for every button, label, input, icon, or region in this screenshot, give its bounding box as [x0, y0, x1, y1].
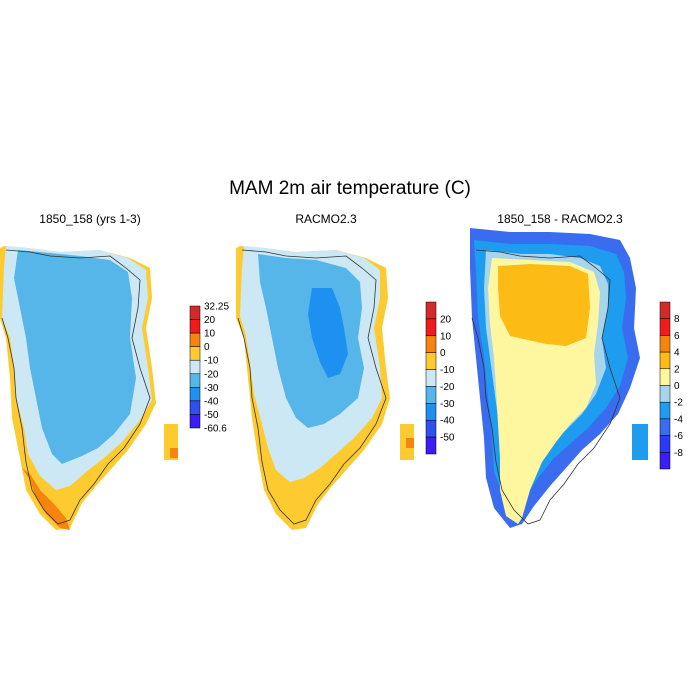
panel-difference: 1850_158 - RACMO2.3 8 6 4 2 0 -2 -4 -6 -8: [470, 208, 700, 538]
colorbar-label: -50: [440, 433, 455, 444]
colorbar-swatch: [425, 403, 437, 421]
panel-racmo: RACMO2.3 20 10 0 -10 -20 -30 -40 -50: [236, 208, 466, 538]
colorbar-swatch: [659, 401, 671, 420]
mid-ice: [258, 254, 364, 428]
coastline: [471, 249, 621, 525]
colorbar-swatch: [189, 332, 201, 347]
colorbar-label: -10: [204, 356, 219, 367]
colorbar-label: -30: [440, 399, 455, 410]
colorbar-swatch: [425, 436, 437, 455]
colorbar-label: 10: [440, 331, 452, 342]
colorbar-swatch: [189, 346, 201, 361]
colorbar-label: 10: [204, 329, 216, 340]
colorbar-label: -60.6: [204, 424, 227, 433]
colorbar-swatch: [425, 419, 437, 438]
colorbar-racmo: 20 10 0 -10 -20 -30 -40 -50: [425, 301, 455, 455]
colorbar-swatch: [659, 318, 671, 336]
colorbar-swatch: [189, 319, 201, 334]
coastline: [1, 249, 151, 525]
colorbar-swatch: [659, 351, 671, 370]
colorbar-swatch: [659, 435, 671, 453]
colorbar-difference: 8 6 4 2 0 -2 -4 -6 -8: [659, 301, 683, 470]
greenland-map-model: [0, 246, 178, 530]
colorbar-swatch: [659, 385, 671, 403]
colorbar-swatch: [189, 305, 201, 320]
panel-title: 1850_158 - RACMO2.3: [497, 212, 623, 226]
colorbar-label: 32.25: [204, 302, 229, 313]
colorbar-label: 0: [204, 342, 210, 353]
colorbar-label: 20: [204, 315, 216, 326]
east-island: [632, 424, 648, 460]
colorbar-swatch: [189, 400, 201, 415]
colorbar-swatch: [659, 418, 671, 436]
colorbar-swatch: [189, 414, 201, 429]
panel-title: RACMO2.3: [295, 212, 357, 226]
colorbar-label: 0: [674, 381, 680, 392]
colorbar-label: 0: [440, 348, 446, 359]
colorbar-swatch: [425, 369, 437, 387]
panel-model: 1850_158 (yrs 1-3) 32.25 20 10 0 -10 -20 -30 -4…: [0, 208, 230, 538]
colorbar-label: -40: [204, 396, 219, 407]
colorbar-swatch: [189, 373, 201, 388]
colorbar-label: -30: [204, 383, 219, 394]
east-island-warm: [406, 438, 414, 448]
interior-core: [308, 288, 348, 378]
colorbar-swatch: [189, 387, 201, 402]
warm-tip: [22, 468, 70, 530]
panel-title: 1850_158 (yrs 1-3): [39, 212, 141, 226]
colorbar-swatch: [425, 352, 437, 370]
interior-ice: [14, 250, 136, 464]
colorbar-label: -6: [674, 431, 683, 442]
coastline: [237, 249, 387, 525]
colorbar-swatch: [425, 335, 437, 353]
colorbar-swatch: [189, 359, 201, 375]
colorbar-label: 20: [440, 314, 452, 325]
colorbar-label: -50: [204, 410, 219, 421]
colorbar-label: -2: [674, 398, 683, 409]
colorbar-swatch: [425, 301, 437, 320]
colorbar-swatch: [659, 301, 671, 319]
colorbar-swatch: [659, 452, 671, 470]
colorbar-swatch: [659, 335, 671, 353]
colorbar-model: 32.25 20 10 0 -10 -20 -30 -40 -50 -60.6: [189, 302, 229, 433]
colorbar-swatch: [659, 368, 671, 386]
east-island-warm: [170, 448, 178, 458]
colorbar-label: -20: [440, 382, 455, 393]
colorbar-swatch: [425, 318, 437, 337]
greenland-map-racmo: [236, 246, 414, 530]
colorbar-label: -20: [204, 369, 219, 380]
warm-north: [498, 264, 590, 346]
greenland-map-difference: [470, 228, 648, 528]
colorbar-label: 4: [674, 348, 680, 359]
colorbar-label: -8: [674, 448, 683, 459]
colorbar-label: -10: [440, 365, 455, 376]
colorbar-label: -4: [674, 414, 683, 425]
colorbar-label: -40: [440, 416, 455, 427]
figure-title: MAM 2m air temperature (C): [229, 178, 471, 199]
colorbar-label: 2: [674, 364, 680, 375]
colorbar-swatch: [425, 386, 437, 404]
colorbar-label: 8: [674, 314, 680, 325]
colorbar-label: 6: [674, 331, 680, 342]
